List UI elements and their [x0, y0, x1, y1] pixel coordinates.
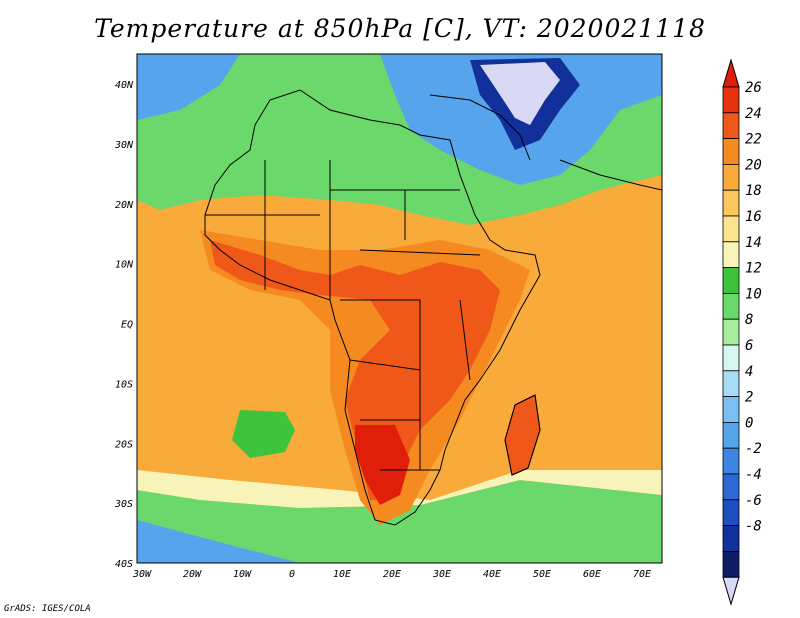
colorbar-swatch — [722, 499, 740, 526]
colorbar-bottom-arrow — [722, 576, 740, 606]
colorbar-label: -8 — [745, 519, 762, 535]
coastline-borders — [204, 89, 662, 526]
lat-tick-label: 10N — [115, 260, 134, 271]
lon-tick-label: 20W — [183, 569, 202, 580]
southern-mid-band — [137, 470, 662, 508]
colorbar-label: -2 — [745, 441, 762, 457]
colorbar-label: 18 — [745, 183, 762, 199]
lon-tick-label: 60E — [583, 569, 601, 580]
colorbar-swatch — [722, 370, 740, 397]
lat-tick-label: 40S — [115, 559, 133, 570]
longitude-tick-labels: 30W 20W 10W 0 10E 20E 30E 40E 50E 60E 70E — [132, 569, 651, 580]
atlantic-cold-region — [137, 54, 240, 120]
latitude-tick-labels: 40N 30N 20N 10N EQ 10S 20S 30S 40S — [114, 80, 134, 570]
colorbar-swatch — [722, 267, 740, 294]
colorbar-top-arrow — [722, 58, 740, 88]
colorbar-label: 2 — [745, 390, 753, 406]
lon-tick-label: 70E — [633, 569, 651, 580]
colorbar-swatch — [722, 318, 740, 346]
lon-tick-label: 50E — [533, 569, 551, 580]
lon-tick-label: 10E — [333, 569, 351, 580]
lon-tick-label: 20E — [383, 569, 401, 580]
colorbar-label: 12 — [745, 261, 762, 277]
colorbar-swatch — [722, 215, 740, 243]
colorbar-label: 22 — [745, 132, 762, 148]
plot-frame — [136, 53, 663, 564]
plot-area — [137, 54, 662, 563]
south-atlantic-cool-patch — [232, 410, 295, 458]
colorbar-label: 20 — [745, 157, 762, 173]
colorbar-label: 14 — [745, 235, 762, 251]
colorbar-label: 26 — [745, 80, 762, 96]
lon-tick-label: 30E — [432, 569, 451, 580]
lon-tick-label: 40E — [483, 569, 501, 580]
lat-tick-label: 40N — [115, 80, 134, 91]
lon-tick-label: 10W — [233, 569, 252, 580]
colorbar-label: 16 — [745, 209, 762, 225]
colorbar-label: 0 — [745, 415, 753, 431]
colorbar-label: -4 — [745, 467, 762, 483]
southern-cold-band — [137, 520, 300, 563]
colorbar-swatch — [722, 525, 740, 552]
colorbar-label: 10 — [745, 286, 762, 302]
colorbar-swatch — [722, 241, 740, 269]
colorbar-label: 24 — [745, 106, 762, 122]
colorbar-label: 4 — [745, 364, 753, 380]
credit-text: GrADS: IGES/COLA — [4, 604, 91, 614]
colorbar-swatch — [722, 396, 740, 423]
colorbar-label: 8 — [745, 312, 753, 328]
lat-tick-label: 10S — [115, 379, 133, 390]
colorbar-swatch — [722, 344, 740, 372]
colorbar-swatch — [722, 112, 740, 140]
colorbar-swatch — [722, 447, 740, 475]
land-hottest-region — [355, 425, 410, 505]
colorbar-swatch — [722, 138, 740, 165]
lat-tick-label: 30S — [114, 499, 133, 510]
colorbar-label: -6 — [745, 493, 762, 509]
colorbar-swatch — [722, 189, 740, 217]
lon-tick-label: 0 — [289, 569, 295, 580]
lat-tick-label: 20N — [115, 200, 134, 211]
lat-tick-label: 20S — [115, 439, 133, 450]
colorbar-swatch — [722, 421, 740, 449]
colorbar-swatch — [722, 473, 740, 501]
lat-tick-label: EQ — [121, 320, 133, 331]
colorbar-swatch — [722, 163, 740, 191]
colorbar-swatch — [722, 86, 740, 114]
northern-coldest-region — [480, 62, 560, 125]
colorbar-swatch — [722, 292, 740, 320]
colorbar-label: 6 — [745, 338, 753, 354]
colorbar-swatch — [722, 551, 740, 578]
page-title: Temperature at 850hPa [C], VT: 202002111… — [94, 14, 706, 43]
lon-tick-label: 30W — [132, 569, 152, 580]
land-hot-region — [210, 240, 500, 500]
lat-tick-label: 30N — [114, 140, 134, 151]
